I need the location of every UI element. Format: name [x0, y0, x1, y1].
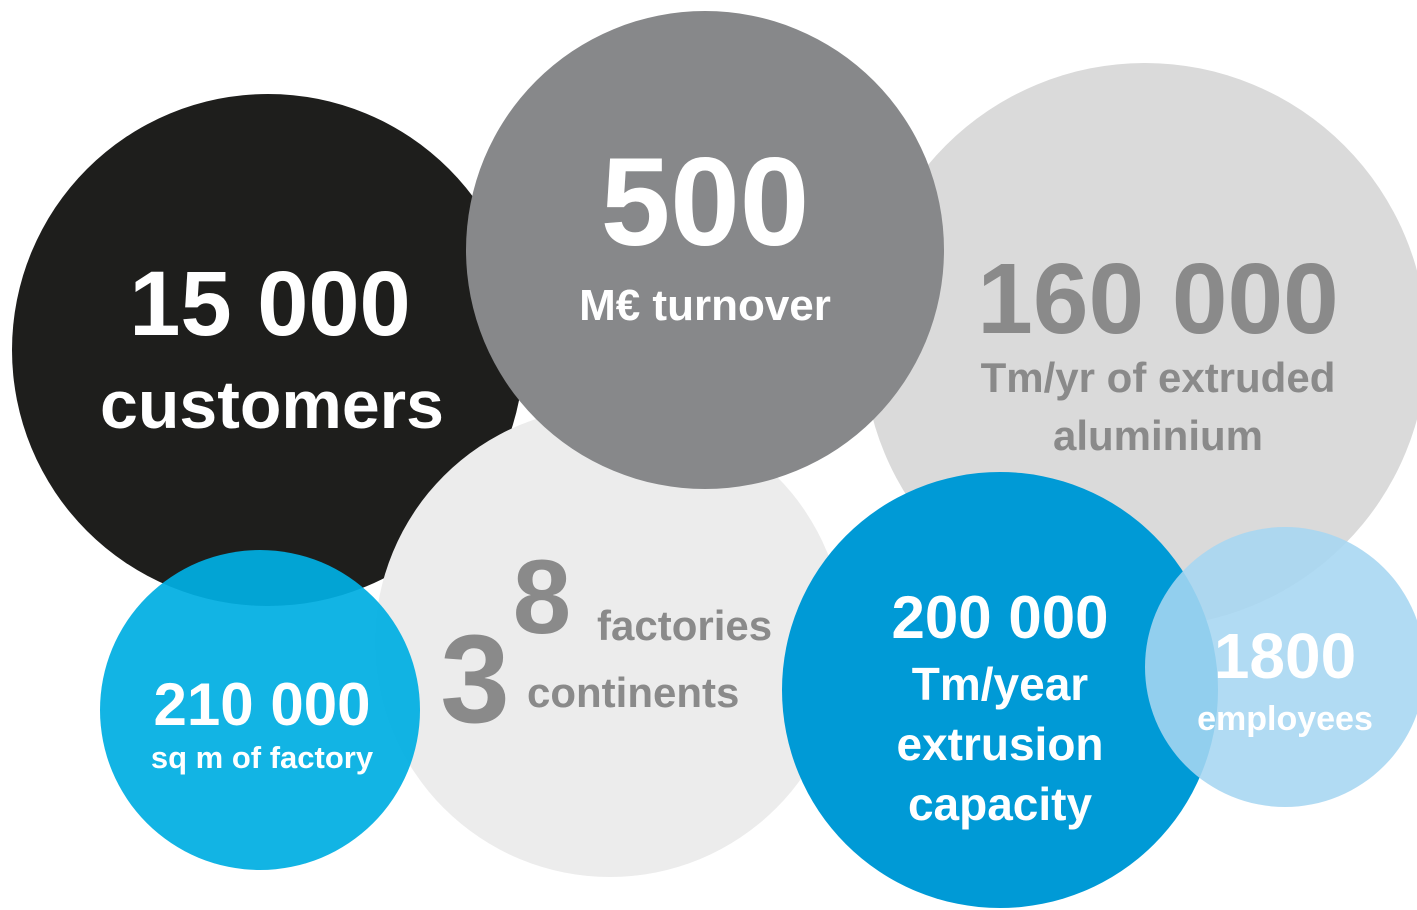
- caption: aluminium: [1053, 412, 1263, 459]
- figure: 3: [440, 610, 510, 749]
- caption: extrusion: [896, 718, 1103, 770]
- caption: employees: [1197, 700, 1373, 738]
- bubble: [375, 407, 845, 877]
- caption: Tm/year: [912, 658, 1089, 710]
- bubble: [12, 94, 524, 606]
- figure: 210 000: [154, 671, 371, 738]
- figure: 160 000: [977, 243, 1338, 355]
- caption: continents: [527, 669, 739, 716]
- figure: 1800: [1214, 620, 1356, 692]
- caption: factories: [597, 602, 772, 649]
- bubble: [782, 472, 1218, 908]
- bubble: [100, 550, 420, 870]
- caption: sq m of factory: [151, 740, 374, 775]
- caption: Tm/yr of extruded: [981, 354, 1336, 401]
- figure: 8: [513, 539, 571, 656]
- caption: customers: [100, 367, 444, 443]
- caption: capacity: [908, 778, 1093, 830]
- bubble: [1145, 527, 1417, 807]
- figure: 500: [601, 133, 810, 272]
- figure: 15 000: [129, 253, 410, 355]
- bubble: [466, 11, 944, 489]
- figure: 200 000: [892, 584, 1109, 651]
- caption: M€ turnover: [579, 281, 831, 330]
